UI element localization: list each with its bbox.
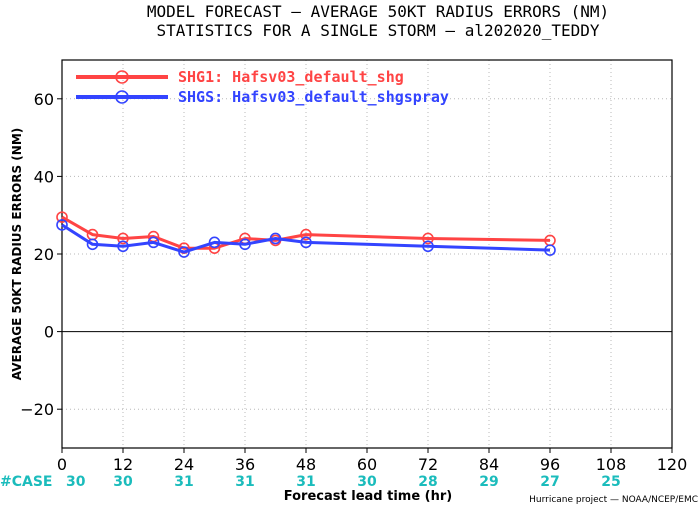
x-tick-label: 60 [357,455,377,474]
case-count: 30 [113,474,133,490]
case-label: #CASE [0,474,53,490]
credit-text: Hurricane project — NOAA/NCEP/EMC [529,495,698,505]
case-counts: 30 30 31 31 31 30 28 29 27 25 [66,474,621,490]
y-tick-label: 40 [34,167,54,186]
x-tick-label: 0 [57,455,67,474]
case-count: 30 [66,474,86,490]
series-2-point [544,244,556,256]
y-tick-label: −20 [20,400,54,419]
y-axis-label: AVERAGE 50KT RADIUS ERRORS (NM) [10,128,24,380]
x-tick-label: 36 [235,455,255,474]
y-tick-label: 20 [34,245,54,264]
series-line-1 [61,215,551,250]
series-2-point [239,238,251,251]
x-tick-label: 108 [596,455,627,474]
series-2-point [208,236,221,249]
series-group [56,211,556,258]
series-2-point [86,238,99,251]
case-count: 31 [235,474,254,490]
series-2-point [147,236,160,249]
series-2-point [56,219,68,231]
case-count: 29 [479,474,498,490]
series-2-point [300,236,312,249]
series-2-point [117,240,129,253]
case-count: 30 [357,474,377,490]
series-line-2 [61,223,551,254]
case-count: 25 [601,474,620,490]
x-tick-label: 96 [540,455,560,474]
series-1-point [56,211,68,223]
case-count: 27 [540,474,559,490]
y-tick-label: 0 [44,323,54,342]
series-2-point [178,246,190,258]
grid [62,60,672,448]
case-count: 31 [296,474,315,490]
case-count: 31 [174,474,193,490]
x-ticks: 0 12 24 36 48 60 72 84 96 108 120 [57,448,687,474]
legend: SHG1: Hafsv03_default_shg SHGS: Hafsv03_d… [76,68,449,106]
x-tick-label: 84 [479,455,499,474]
chart-title: MODEL FORECAST — AVERAGE 50KT RADIUS ERR… [147,2,609,21]
y-ticks: −20 0 20 40 60 [20,90,62,419]
legend-marker-2 [115,90,129,104]
x-axis-label: Forecast lead time (hr) [284,489,452,504]
series-2-point [269,232,282,245]
series-1-point [117,232,129,245]
chart-subtitle: STATISTICS FOR A SINGLE STORM — al202020… [156,21,599,40]
series-1-point [422,232,434,245]
x-tick-label: 24 [174,455,194,474]
legend-label-1: SHG1: Hafsv03_default_shg [178,68,404,86]
x-tick-label: 12 [113,455,133,474]
y-tick-label: 60 [34,90,54,109]
series-1-point [300,228,312,241]
legend-marker-1 [115,70,129,84]
x-tick-label: 48 [296,455,316,474]
series-2-point [422,240,434,253]
case-count: 28 [418,474,437,490]
legend-label-2: SHGS: Hafsv03_default_shgspray [178,88,449,106]
x-tick-label: 72 [418,455,438,474]
x-tick-label: 120 [657,455,688,474]
